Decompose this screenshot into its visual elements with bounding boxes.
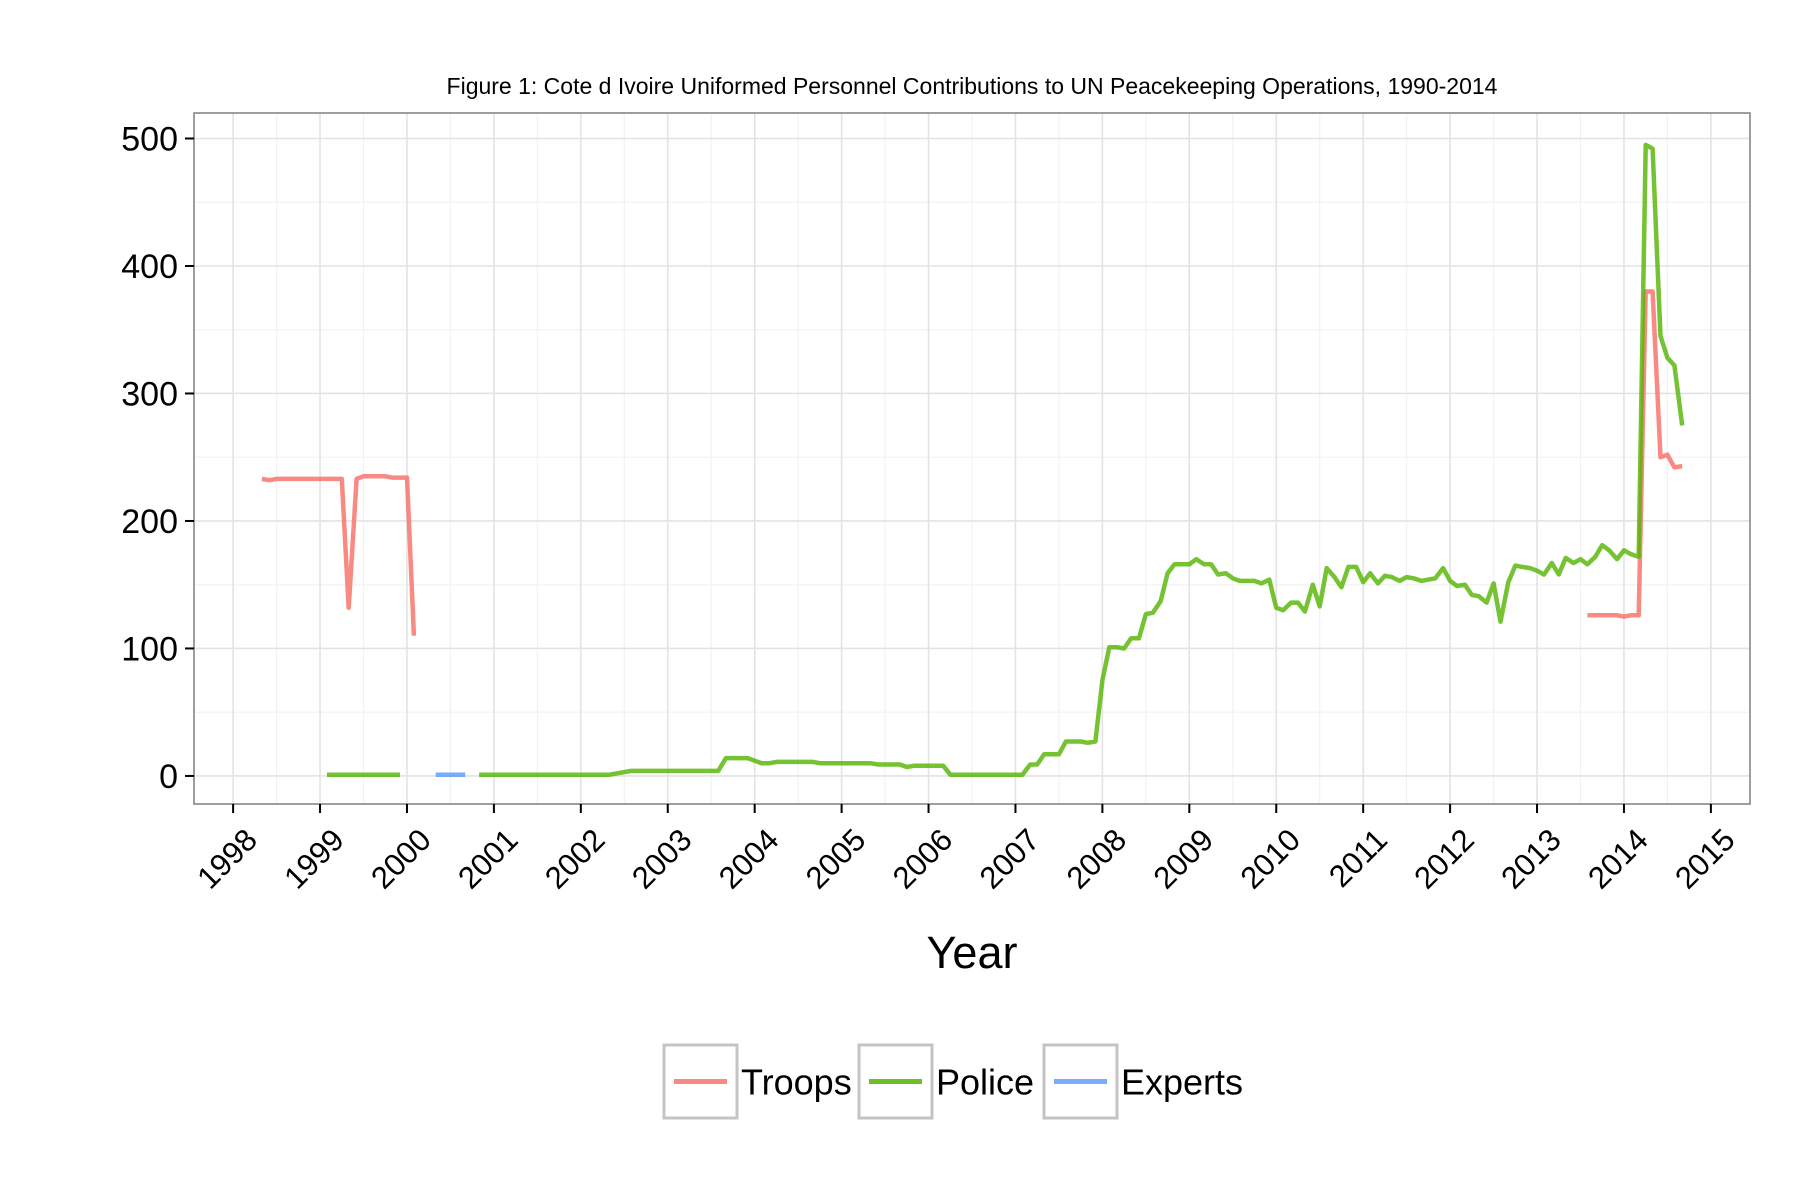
x-tick-label: 2010 [1234, 822, 1308, 896]
x-tick-label: 2013 [1494, 822, 1568, 896]
legend-item-police: Police [857, 1043, 1034, 1120]
x-tick-label: 2002 [538, 822, 612, 896]
legend-item-experts: Experts [1042, 1043, 1243, 1120]
y-tick-label: 300 [121, 375, 178, 413]
x-tick-label: 2004 [712, 822, 786, 896]
x-tick-label: 2006 [886, 822, 960, 896]
x-axis: 1998 1999 2000 2001 2002 2003 2004 2005 2006 2007… [190, 804, 1742, 896]
y-tick-label: 0 [159, 758, 178, 796]
legend-label: Troops [741, 1062, 852, 1103]
x-tick-label: 2011 [1322, 822, 1394, 894]
legend: Troops Police Experts [662, 1043, 1243, 1120]
x-tick-label: 2000 [364, 822, 438, 896]
x-tick-label: 1998 [190, 822, 264, 896]
grid-major [194, 113, 1750, 804]
x-tick-label: 2012 [1407, 822, 1481, 896]
y-tick-label: 500 [121, 120, 178, 158]
legend-item-troops: Troops [662, 1043, 852, 1120]
y-axis: 0 100 200 300 400 500 [121, 120, 194, 796]
police-series-line [479, 142, 1685, 777]
x-tick-label: 2007 [973, 822, 1047, 896]
y-tick-label: 100 [121, 630, 178, 668]
y-tick-label: 400 [121, 248, 178, 286]
x-tick-label: 2014 [1581, 822, 1655, 896]
x-tick-label: 2009 [1147, 822, 1221, 896]
legend-label: Experts [1121, 1062, 1243, 1103]
x-tick-label: 2005 [799, 822, 873, 896]
y-tick-label: 200 [121, 503, 178, 541]
troops-series-line [261, 474, 417, 636]
x-tick-label: 2015 [1668, 822, 1742, 896]
legend-label: Police [936, 1062, 1034, 1103]
plot-border [193, 112, 1751, 805]
x-tick-label: 2008 [1060, 822, 1134, 896]
x-tick-label: 1999 [277, 822, 351, 896]
x-axis-title: Year [927, 927, 1018, 978]
chart-title: Figure 1: Cote d Ivoire Uniformed Person… [447, 73, 1498, 99]
x-tick-label: 2001 [451, 822, 525, 896]
x-tick-label: 2003 [625, 822, 699, 896]
series-layer [261, 142, 1685, 777]
troops-series-line [1587, 289, 1683, 619]
